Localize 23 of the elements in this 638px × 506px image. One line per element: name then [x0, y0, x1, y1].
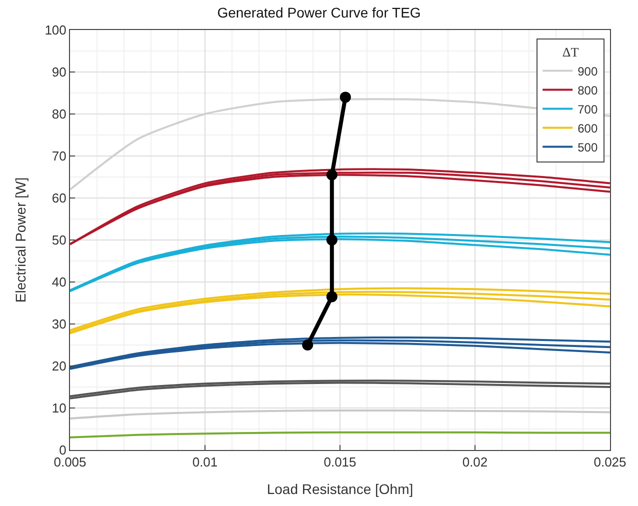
y-tick-label: 40 [52, 274, 66, 290]
y-tick-label: 90 [52, 64, 66, 80]
x-tick-label: 0.01 [192, 454, 218, 470]
x-axis-title: Load Resistance [Ohm] [266, 480, 414, 497]
y-tick-label: 100 [44, 22, 66, 38]
legend-label: 500 [578, 140, 598, 154]
y-tick-label: 50 [52, 232, 66, 248]
y-tick-label: 60 [52, 190, 66, 206]
y-tick-label: 30 [52, 316, 66, 332]
y-tick-label: 10 [52, 400, 66, 416]
y-axis-title: Electrical Power [W] [12, 177, 28, 303]
legend-label: 700 [578, 102, 598, 116]
x-tick-label: 0.02 [462, 454, 488, 470]
x-tick-label: 0.015 [324, 454, 356, 470]
legend-label: 900 [578, 64, 598, 78]
legend-title: ΔT [562, 44, 579, 60]
chart-title: Generated Power Curve for TEG [217, 4, 421, 20]
y-tick-label: 20 [52, 358, 66, 374]
y-tick-label: 70 [52, 148, 66, 164]
y-tick-label: 80 [52, 106, 66, 122]
legend-label: 800 [578, 83, 598, 98]
legend-label: 600 [578, 121, 598, 136]
x-tick-label: 0.025 [594, 454, 626, 470]
